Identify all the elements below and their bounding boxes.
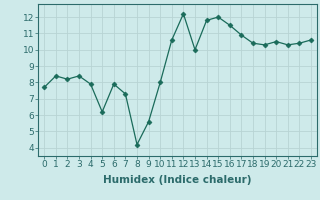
X-axis label: Humidex (Indice chaleur): Humidex (Indice chaleur) bbox=[103, 175, 252, 185]
